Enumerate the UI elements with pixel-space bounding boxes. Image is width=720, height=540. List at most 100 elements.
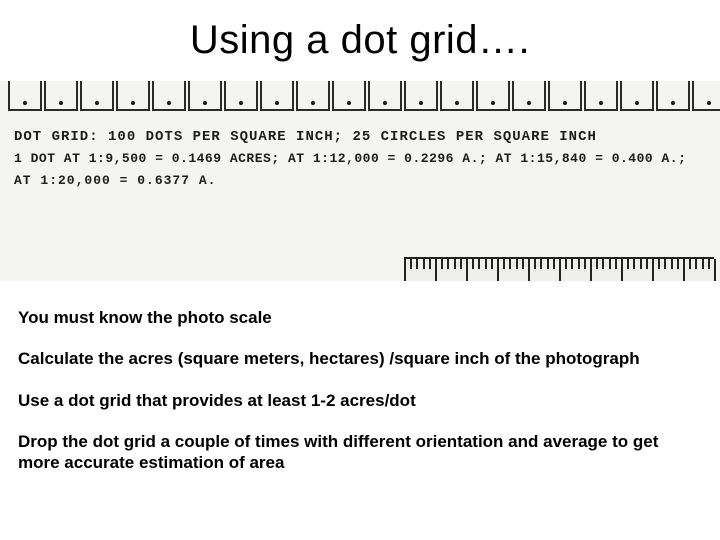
dot-grid-figure: DOT GRID: 100 DOTS PER SQUARE INCH; 25 C…	[0, 81, 720, 281]
slide-title: Using a dot grid….	[0, 0, 720, 71]
dot-grid-cell	[368, 81, 402, 111]
ruler-tick-minor	[485, 259, 487, 269]
dot-grid-cell	[44, 81, 78, 111]
ruler-tick-minor	[410, 259, 412, 269]
ruler-tick-minor	[516, 259, 518, 269]
ruler-tick-major	[497, 259, 499, 281]
ruler-tick-minor	[447, 259, 449, 269]
ruler-tick-major	[466, 259, 468, 281]
dot-icon	[311, 101, 315, 105]
ruler-tick-minor	[416, 259, 418, 269]
dot-grid-cell	[8, 81, 42, 111]
ruler-tick-minor	[602, 259, 604, 269]
dot-icon	[131, 101, 135, 105]
ruler-tick-major	[714, 259, 716, 281]
ruler-tick-minor	[640, 259, 642, 269]
ruler-tick-minor	[509, 259, 511, 269]
dot-icon	[23, 101, 27, 105]
ruler-tick-minor	[646, 259, 648, 269]
dot-icon	[203, 101, 207, 105]
dot-icon	[383, 101, 387, 105]
bullet-2: Calculate the acres (square meters, hect…	[18, 348, 702, 369]
slide: Using a dot grid…. DOT GRID: 100 DOTS PE…	[0, 0, 720, 540]
figure-caption-line-2: 1 DOT AT 1:9,500 = 0.1469 ACRES; AT 1:12…	[14, 151, 706, 166]
bullet-1: You must know the photo scale	[18, 307, 702, 328]
dot-icon	[707, 101, 711, 105]
ruler-tick-minor	[578, 259, 580, 269]
dot-icon	[671, 101, 675, 105]
ruler-tick-minor	[441, 259, 443, 269]
dot-grid-cell	[152, 81, 186, 111]
dot-grid-cell	[80, 81, 114, 111]
dot-icon	[95, 101, 99, 105]
ruler-tick-minor	[454, 259, 456, 269]
ruler-tick-major	[590, 259, 592, 281]
dot-icon	[455, 101, 459, 105]
dot-icon	[419, 101, 423, 105]
dot-grid-cell	[584, 81, 618, 111]
dot-icon	[239, 101, 243, 105]
ruler-tick-minor	[609, 259, 611, 269]
dot-icon	[275, 101, 279, 105]
ruler-tick-minor	[708, 259, 710, 269]
dot-grid-cell	[656, 81, 690, 111]
ruler-tick-minor	[702, 259, 704, 269]
dot-grid-cell	[512, 81, 546, 111]
figure-caption-line-3: AT 1:20,000 = 0.6377 A.	[14, 173, 706, 188]
dot-grid-cell	[116, 81, 150, 111]
ruler-tick-minor	[491, 259, 493, 269]
dot-icon	[491, 101, 495, 105]
dot-grid-cell	[692, 81, 720, 111]
dot-icon	[167, 101, 171, 105]
dot-grid-cell	[440, 81, 474, 111]
ruler-tick-major	[528, 259, 530, 281]
ruler-tick-major	[559, 259, 561, 281]
ruler-tick-minor	[627, 259, 629, 269]
bullet-4: Drop the dot grid a couple of times with…	[18, 431, 702, 474]
ruler-tick-minor	[633, 259, 635, 269]
dot-grid-cell	[476, 81, 510, 111]
dot-grid-cell	[188, 81, 222, 111]
figure-caption-line-1: DOT GRID: 100 DOTS PER SQUARE INCH; 25 C…	[14, 129, 706, 145]
bullet-3: Use a dot grid that provides at least 1-…	[18, 390, 702, 411]
ruler-tick-major	[683, 259, 685, 281]
ruler-tick-minor	[553, 259, 555, 269]
ruler-tick-major	[621, 259, 623, 281]
dot-icon	[563, 101, 567, 105]
ruler-tick-minor	[671, 259, 673, 269]
ruler-tick-minor	[460, 259, 462, 269]
dot-grid-cell	[296, 81, 330, 111]
ruler-scale	[404, 257, 714, 281]
ruler-tick-minor	[677, 259, 679, 269]
ruler-tick-minor	[689, 259, 691, 269]
dot-grid-cells-row	[8, 81, 712, 117]
dot-icon	[599, 101, 603, 105]
ruler-tick-minor	[615, 259, 617, 269]
dot-icon	[527, 101, 531, 105]
ruler-tick-minor	[522, 259, 524, 269]
ruler-tick-minor	[478, 259, 480, 269]
ruler-tick-major	[652, 259, 654, 281]
ruler-tick-minor	[547, 259, 549, 269]
dot-grid-cell	[620, 81, 654, 111]
dot-icon	[635, 101, 639, 105]
ruler-tick-major	[435, 259, 437, 281]
ruler-tick-minor	[472, 259, 474, 269]
ruler-tick-minor	[423, 259, 425, 269]
ruler-tick-minor	[565, 259, 567, 269]
ruler-tick-minor	[540, 259, 542, 269]
ruler-tick-major	[404, 259, 406, 281]
ruler-tick-minor	[503, 259, 505, 269]
ruler-tick-minor	[695, 259, 697, 269]
dot-icon	[347, 101, 351, 105]
ruler-tick-minor	[571, 259, 573, 269]
ruler-tick-minor	[584, 259, 586, 269]
ruler-tick-minor	[596, 259, 598, 269]
dot-grid-cell	[404, 81, 438, 111]
bullet-list: You must know the photo scale Calculate …	[0, 281, 720, 473]
dot-grid-cell	[548, 81, 582, 111]
dot-grid-cell	[260, 81, 294, 111]
ruler-tick-minor	[534, 259, 536, 269]
ruler-tick-minor	[658, 259, 660, 269]
ruler-tick-minor	[664, 259, 666, 269]
